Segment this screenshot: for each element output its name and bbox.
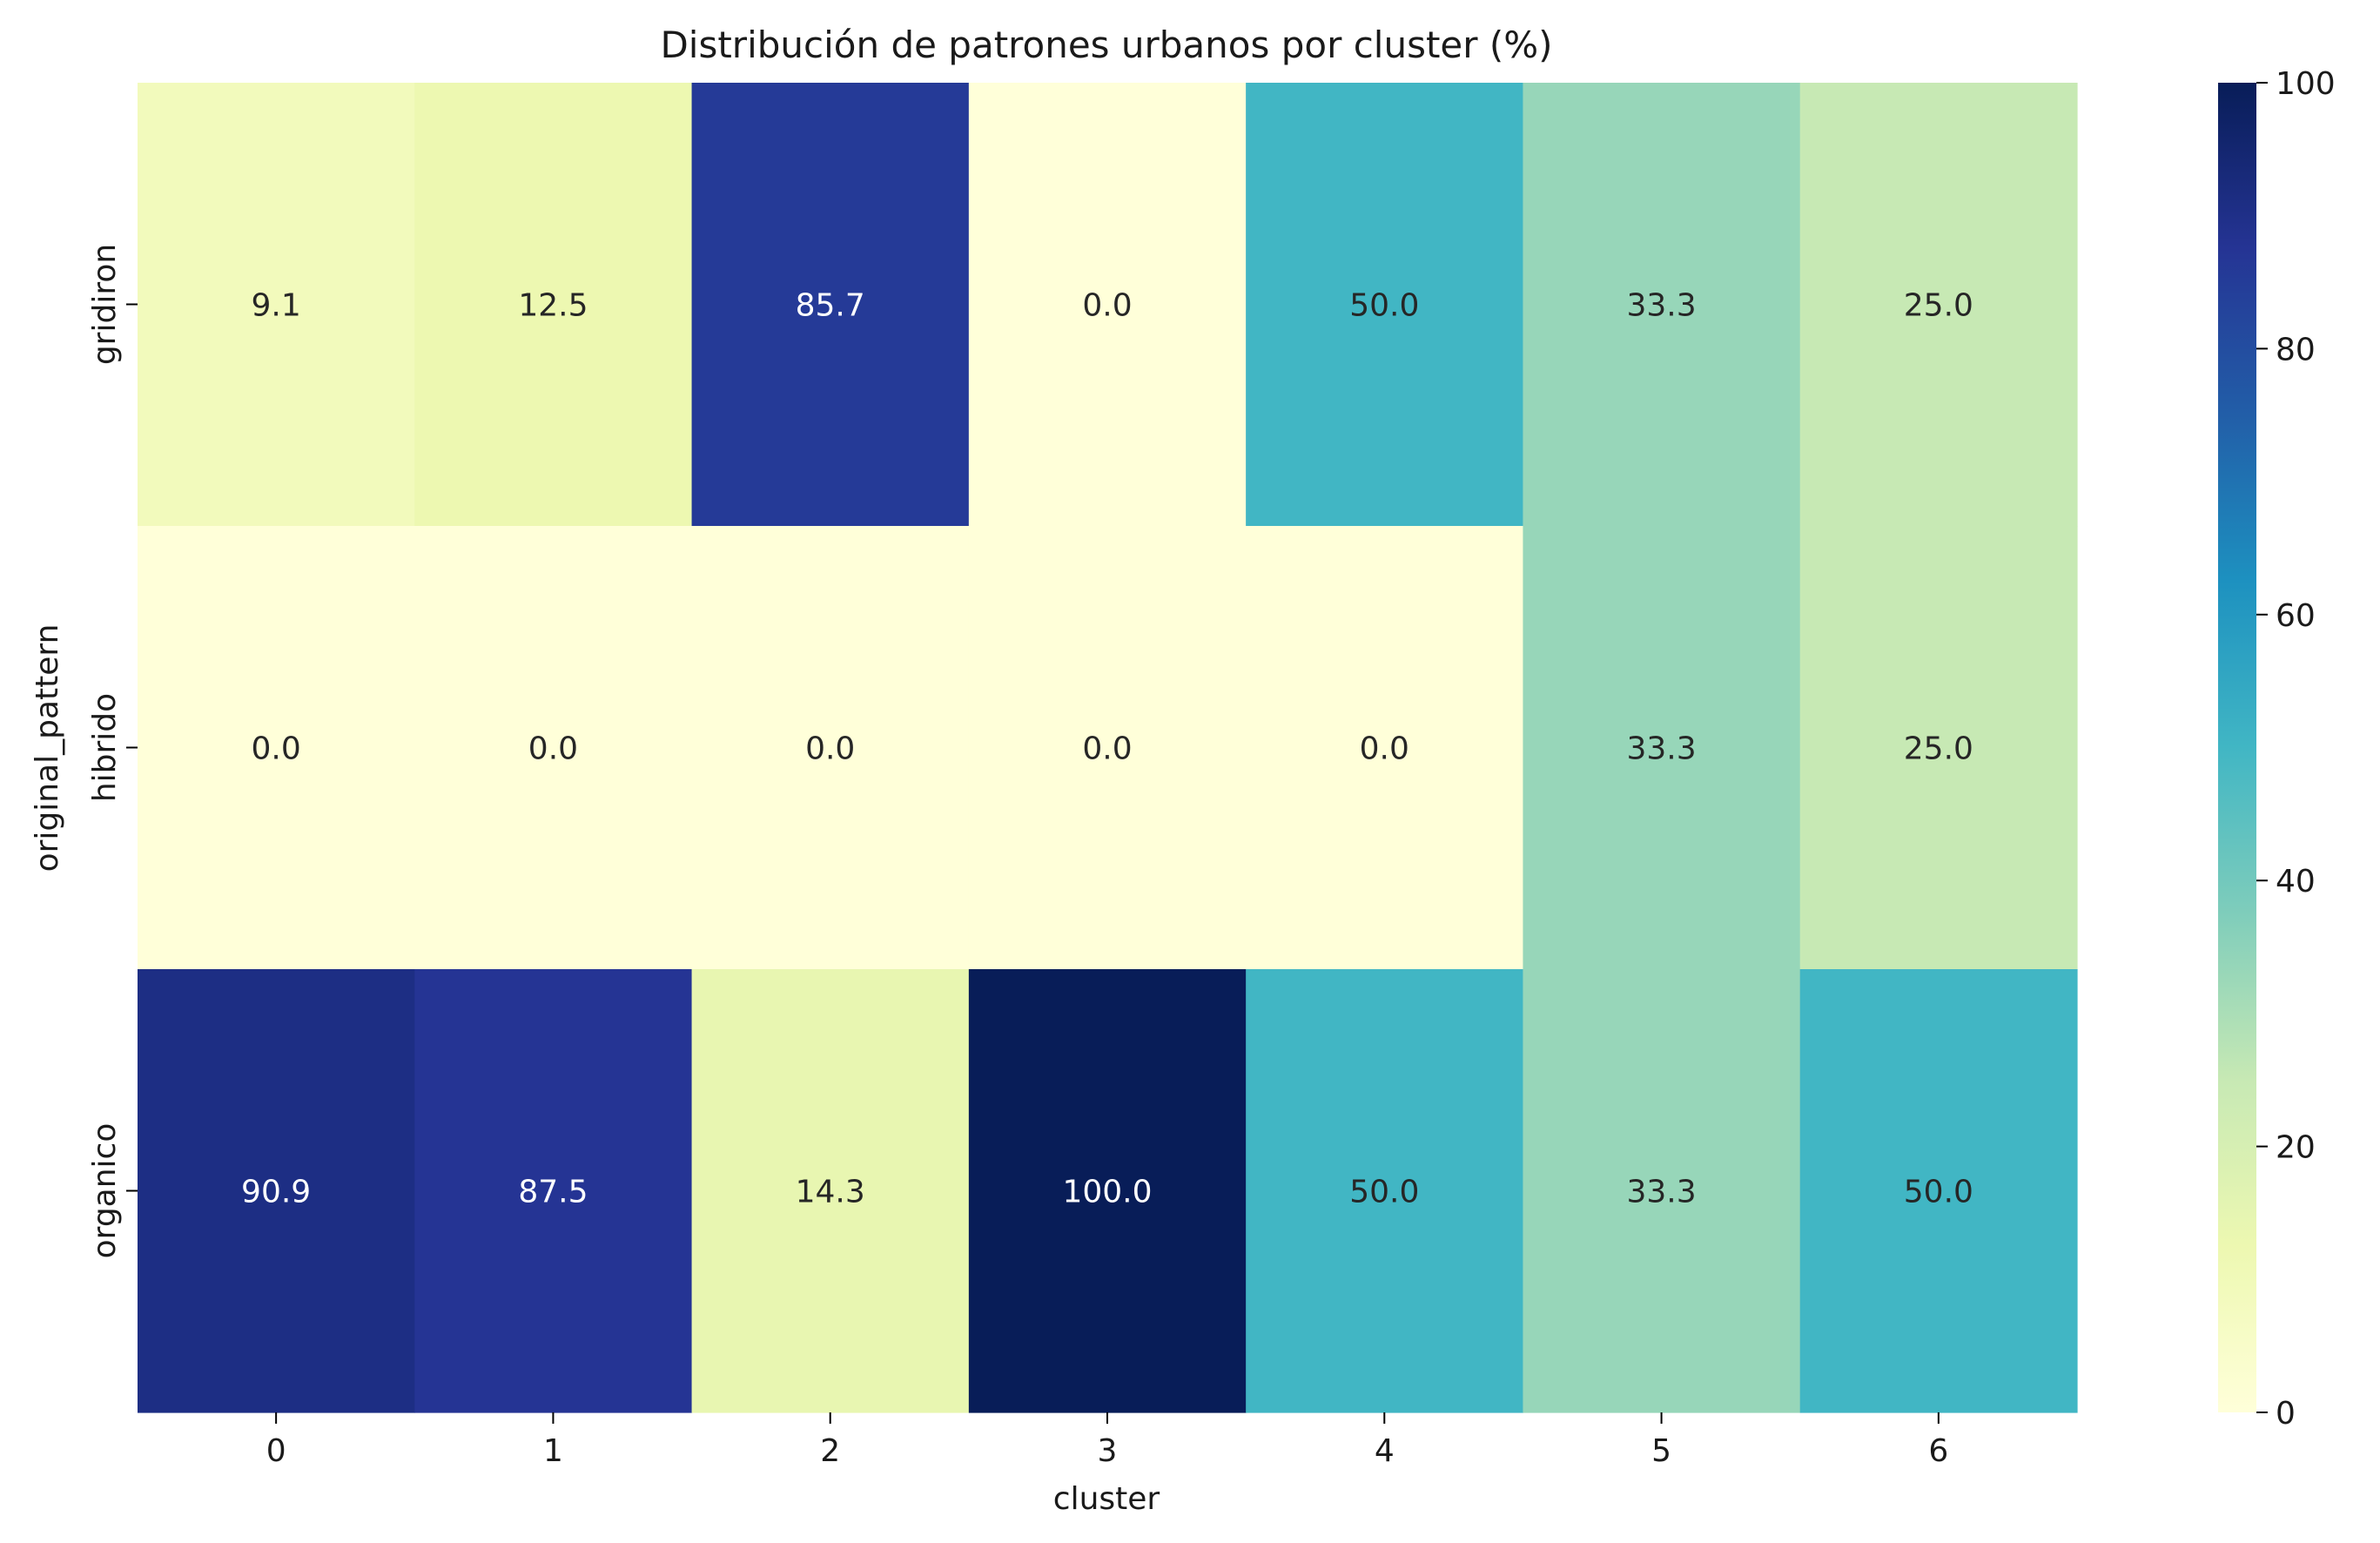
- colorbar-tick-label: 0: [2276, 1396, 2296, 1432]
- heatmap-cell-hibrido-3: [968, 526, 1247, 970]
- x-tick-label: 4: [1375, 1433, 1395, 1469]
- x-tick-label: 6: [1928, 1433, 1948, 1469]
- heatmap-cell-gridiron-5: [1523, 83, 1801, 527]
- colorbar: 0 20 40 60 80 100: [2218, 66, 2336, 1432]
- heatmap-cell-organico-3: [968, 969, 1247, 1413]
- cell-value-label: 25.0: [1904, 731, 1973, 767]
- heatmap-cell-hibrido-5: [1523, 526, 1801, 970]
- cell-value-label: 9.1: [252, 288, 301, 324]
- x-tick-label: 5: [1651, 1433, 1671, 1469]
- heatmap-cell-gridiron-0: [138, 83, 415, 527]
- heatmap-cell-labels: 9.1 12.5 85.7 0.0 50.0 33.3 25.0 0.0 0.0 0.0 0.0 0.…: [241, 288, 1973, 1210]
- cell-value-label: 0.0: [1082, 731, 1132, 767]
- y-tick-label: gridiron: [87, 244, 123, 365]
- x-axis-label: cluster: [1053, 1481, 1160, 1517]
- x-tick-label: 2: [820, 1433, 840, 1469]
- heatmap-cell-hibrido-0: [138, 526, 415, 970]
- colorbar-tick-label: 100: [2276, 66, 2336, 102]
- heatmap-cell-gridiron-2: [691, 83, 970, 527]
- cell-value-label: 12.5: [518, 288, 588, 324]
- cell-value-label: 0.0: [1082, 288, 1132, 324]
- cell-value-label: 50.0: [1904, 1175, 1973, 1210]
- y-tick-label: organico: [87, 1123, 123, 1259]
- colorbar-tick-label: 80: [2276, 332, 2316, 367]
- heatmap-cell-organico-5: [1523, 969, 1801, 1413]
- cell-value-label: 50.0: [1349, 288, 1419, 324]
- y-axis-label: original_pattern: [30, 624, 65, 873]
- colorbar-tick-label: 20: [2276, 1130, 2316, 1166]
- heatmap-cell-gridiron-6: [1799, 83, 2078, 527]
- cell-value-label: 100.0: [1062, 1175, 1152, 1210]
- colorbar-tick-label: 60: [2276, 598, 2316, 634]
- cell-value-label: 0.0: [528, 731, 578, 767]
- colorbar-tick-label: 40: [2276, 864, 2316, 900]
- x-tick-label: 3: [1098, 1433, 1118, 1469]
- y-axis: gridiron hibrido organico: [87, 244, 138, 1259]
- heatmap-cell-organico-4: [1246, 969, 1524, 1413]
- heatmap-cell-gridiron-3: [968, 83, 1247, 527]
- heatmap-cell-hibrido-2: [691, 526, 970, 970]
- x-tick-label: 0: [266, 1433, 286, 1469]
- cell-value-label: 14.3: [796, 1175, 865, 1210]
- heatmap-cell-organico-6: [1799, 969, 2078, 1413]
- cell-value-label: 33.3: [1626, 288, 1696, 324]
- cell-value-label: 87.5: [518, 1175, 588, 1210]
- x-axis: 0 1 2 3 4 5 6: [266, 1412, 1948, 1469]
- colorbar-gradient: [2218, 83, 2256, 1412]
- cell-value-label: 25.0: [1904, 288, 1973, 324]
- heatmap-cell-gridiron-4: [1246, 83, 1524, 527]
- cell-value-label: 50.0: [1349, 1175, 1419, 1210]
- cell-value-label: 33.3: [1626, 1175, 1696, 1210]
- y-tick-label: hibrido: [87, 693, 123, 802]
- cell-value-label: 0.0: [1360, 731, 1409, 767]
- x-tick-label: 1: [543, 1433, 563, 1469]
- cell-value-label: 90.9: [241, 1175, 311, 1210]
- cell-value-label: 33.3: [1626, 731, 1696, 767]
- heatmap-cells: [138, 83, 2078, 1413]
- heatmap-cell-organico-0: [138, 969, 415, 1413]
- heatmap-cell-hibrido-6: [1799, 526, 2078, 970]
- heatmap-cell-organico-2: [691, 969, 970, 1413]
- cell-value-label: 0.0: [252, 731, 301, 767]
- heatmap-cell-organico-1: [414, 969, 693, 1413]
- chart-title: Distribución de patrones urbanos por clu…: [660, 24, 1552, 66]
- cell-value-label: 85.7: [796, 288, 865, 324]
- heatmap-cell-hibrido-1: [414, 526, 693, 970]
- heatmap-cell-gridiron-1: [414, 83, 693, 527]
- cell-value-label: 0.0: [805, 731, 855, 767]
- heatmap-cell-hibrido-4: [1246, 526, 1524, 970]
